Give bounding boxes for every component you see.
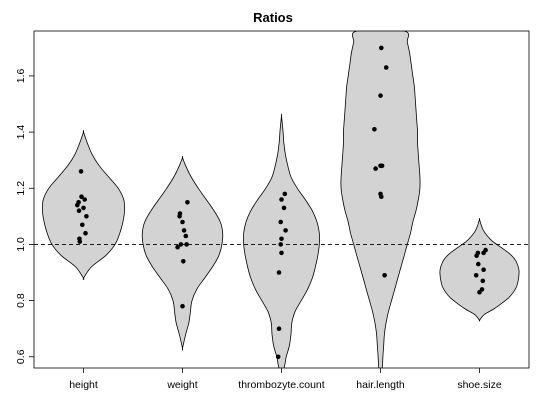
y-tick-label-3: 1.2 <box>15 181 27 196</box>
violin-thrombozyte-count <box>243 113 320 368</box>
point-thrombozyte-count-9 <box>276 326 282 332</box>
point-height-5 <box>81 205 86 211</box>
point-shoe-size-4 <box>476 261 481 267</box>
point-hair-length-8 <box>379 194 384 199</box>
point-thrombozyte-count-10 <box>275 354 281 360</box>
y-tick-label-2: 1.0 <box>15 237 27 252</box>
x-tick-label-thrombozyte-count: thrombozyte.count <box>238 379 324 391</box>
point-thrombozyte-count-6 <box>278 242 284 247</box>
chart-title: Ratios <box>253 10 293 25</box>
point-hair-length-1 <box>383 65 389 70</box>
point-weight-8 <box>175 244 180 250</box>
y-tick-label-1: 0.8 <box>15 293 27 308</box>
point-shoe-size-1 <box>481 250 486 256</box>
point-height-9 <box>83 230 88 236</box>
x-tick-label-height: height <box>69 379 98 391</box>
point-hair-length-9 <box>382 273 387 278</box>
point-hair-length-5 <box>378 163 383 169</box>
point-height-8 <box>80 222 85 228</box>
point-thrombozyte-count-3 <box>278 219 284 225</box>
point-height-2 <box>79 194 84 199</box>
x-tick-label-shoe-size: shoe.size <box>457 379 502 391</box>
x-tick-label-hair-length: hair.length <box>356 379 405 391</box>
point-weight-2 <box>177 214 182 219</box>
point-hair-length-6 <box>373 166 378 171</box>
point-height-11 <box>77 239 83 244</box>
y-tick-label-4: 1.4 <box>15 125 27 140</box>
violin-hair-length <box>340 31 421 368</box>
violin-height <box>42 130 125 280</box>
point-hair-length-0 <box>379 45 384 51</box>
point-shoe-size-7 <box>480 278 486 284</box>
point-height-3 <box>82 197 87 202</box>
point-height-7 <box>84 214 89 219</box>
point-thrombozyte-count-8 <box>276 270 282 275</box>
point-shoe-size-5 <box>481 267 486 273</box>
point-weight-9 <box>181 259 186 264</box>
point-height-4 <box>75 202 80 208</box>
points-layer <box>75 45 488 360</box>
point-hair-length-3 <box>372 127 377 132</box>
point-weight-4 <box>181 228 187 233</box>
y-axis: 0.6 0.8 1.0 1.2 1.4 1.6 <box>15 68 34 364</box>
y-tick-label-0: 0.6 <box>15 349 27 364</box>
point-thrombozyte-count-5 <box>279 236 284 242</box>
point-thrombozyte-count-2 <box>281 205 287 211</box>
y-tick-label-5: 1.6 <box>15 68 27 83</box>
point-weight-6 <box>178 242 184 247</box>
x-axis: height weight thrombozyte.count hair.length… <box>69 368 502 391</box>
point-shoe-size-6 <box>473 273 479 278</box>
point-shoe-size-9 <box>477 289 482 295</box>
violin-weight <box>141 155 224 351</box>
point-height-6 <box>76 208 82 213</box>
point-weight-10 <box>180 303 185 309</box>
point-weight-7 <box>184 242 189 247</box>
point-thrombozyte-count-7 <box>279 250 284 256</box>
point-weight-3 <box>180 219 185 225</box>
point-shoe-size-3 <box>474 253 479 258</box>
point-weight-5 <box>183 233 189 239</box>
x-tick-label-weight: weight <box>166 379 197 391</box>
point-hair-length-2 <box>378 93 383 98</box>
point-height-0 <box>78 169 84 174</box>
point-thrombozyte-count-1 <box>279 197 284 202</box>
violin-shoe-size <box>439 218 520 322</box>
point-thrombozyte-count-0 <box>282 191 288 197</box>
point-weight-0 <box>185 200 190 205</box>
point-thrombozyte-count-4 <box>283 228 288 233</box>
